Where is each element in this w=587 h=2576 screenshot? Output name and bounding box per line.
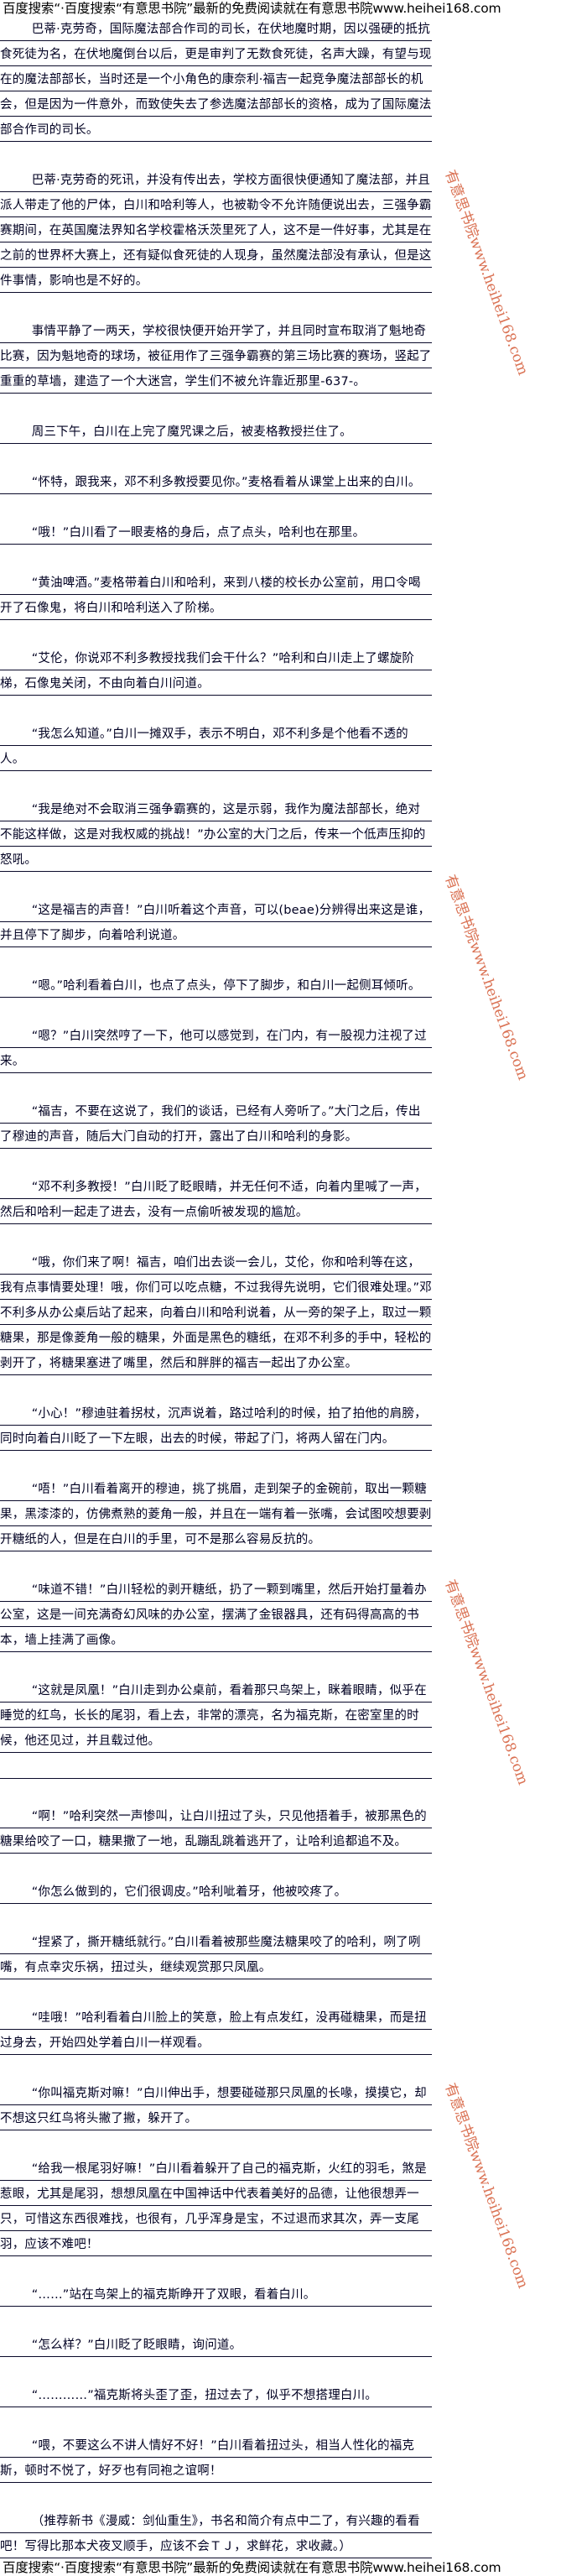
paragraph-text: “捏紧了，撕开糖纸就行。”白川看着被那些魔法糖果咬了的哈利，咧了咧嘴，有点幸灾乐… [0, 1936, 421, 1974]
paragraph-text: “唔！”白川看着离开的穆迪，挑了挑眉，走到架子的金碗前，取出一颗糖果，黑漆漆的，… [0, 1483, 432, 1546]
paragraph-text: “邓不利多教授！”白川眨了眨眼睛，并无任何不适，向着内里喊了一声，然后和哈利一起… [0, 1181, 427, 1219]
paragraph-text: “嗯。”哈利看着白川，也点了点头，停下了脚步，和白川一起侧耳倾听。 [31, 979, 421, 993]
paragraph-text: “我怎么知道。”白川一摊双手，表示不明白，邓不利多是个他看不透的人。 [0, 727, 408, 766]
paragraph-text: “这就是凤凰！”白川走到办公桌前，看着那只鸟架上，眯着眼睛，似乎在睡觉的红鸟，长… [0, 1684, 427, 1748]
paragraph: “你叫福克斯对嘛！”白川伸出手，想要碰碰那只凤凰的长喙，摸摸它，却不想这只红鸟将… [0, 2081, 432, 2131]
blank-ruled-line [0, 1754, 432, 1779]
paragraph: “……”站在鸟架上的福克斯睁开了双眼，看着白川。 [0, 2282, 432, 2307]
paragraph: 巴蒂·克劳奇的死讯，并没有传出去，学校方面很快便通知了魔法部，并且派人带走了他的… [0, 168, 432, 294]
paragraph-text: “你怎么做到的，它们很调皮。”哈利呲着牙，他被咬疼了。 [31, 1885, 347, 1899]
paragraph: “捏紧了，撕开糖纸就行。”白川看着被那些魔法糖果咬了的哈利，咧了咧嘴，有点幸灾乐… [0, 1930, 432, 1980]
paragraph: “福吉，不要在这说了，我们的谈话，已经有人旁听了。”大门之后，传出了穆迪的声音，… [0, 1099, 432, 1150]
paragraph: “给我一根尾羽好嘛！”白川看着躲开了自己的福克斯，火红的羽毛，煞是惹眼，尤其是尾… [0, 2156, 432, 2257]
paragraph-text: “哦！”白川看了一眼麦格的身后，点了点头，哈利也在那里。 [31, 526, 366, 540]
top-banner: 百度搜索“·百度搜索“有意思书院”最新的免费阅读就在有意思书院www.heihe… [3, 1, 501, 16]
paragraph-text: “喂，不要这么不讲人情好不好！”白川看着扭过头，相当人性化的福克斯，顿时不悦了，… [0, 2439, 415, 2478]
paragraph-text: “怎么样？”白川眨了眨眼睛，询问道。 [31, 2339, 242, 2352]
paragraph: “我是绝对不会取消三强争霸赛的，这是示弱，我作为魔法部部长，绝对不能这样做，这是… [0, 797, 432, 873]
paragraph: “哦，你们来了啊！福吉，咱们出去谈一会儿，艾伦，你和哈利等在这，我有点事情要处理… [0, 1250, 432, 1376]
paragraph: 事情平静了一两天，学校很快便开始开学了，并且同时宣布取消了魁地奇比赛，因为魁地奇… [0, 319, 432, 394]
paragraph-text: “哇哦！”哈利看着白川脸上的笑意，脸上有点发红，没再碰糖果，而是扭过身去，开始四… [0, 2011, 427, 2050]
paragraph: “小心！”穆迪驻着拐杖，沉声说着，路过哈利的时候，拍了拍他的肩膀，同时向着白川眨… [0, 1401, 432, 1452]
paragraph: “怀特，跟我来，邓不利多教授要见你。”麦格看着从课堂上出来的白川。 [0, 470, 432, 495]
paragraph: “怎么样？”白川眨了眨眼睛，询问道。 [0, 2333, 432, 2358]
paragraph: “邓不利多教授！”白川眨了眨眼睛，并无任何不适，向着内里喊了一声，然后和哈利一起… [0, 1175, 432, 1225]
paragraph-text: 巴蒂·克劳奇，国际魔法部合作司的司长，在伏地魔时期，因以强硬的抵抗食死徒为名，在… [0, 23, 432, 137]
paragraph: “艾伦，你说邓不利多教授找我们会干什么？”哈利和白川走上了螺旋阶梯，石像鬼关闭，… [0, 646, 432, 696]
paragraph: “唔！”白川看着离开的穆迪，挑了挑眉，走到架子的金碗前，取出一颗糖果，黑漆漆的，… [0, 1477, 432, 1552]
paragraph-text: “……”站在鸟架上的福克斯睁开了双眼，看着白川。 [31, 2288, 316, 2302]
paragraph-text: “艾伦，你说邓不利多教授找我们会干什么？”哈利和白川走上了螺旋阶梯，石像鬼关闭，… [0, 652, 415, 691]
paragraph-text: “你叫福克斯对嘛！”白川伸出手，想要碰碰那只凤凰的长喙，摸摸它，却不想这只红鸟将… [0, 2087, 427, 2125]
paragraph-text: “福吉，不要在这说了，我们的谈话，已经有人旁听了。”大门之后，传出了穆迪的声音，… [0, 1105, 421, 1144]
paragraph-text: 巴蒂·克劳奇的死讯，并没有传出去，学校方面很快便通知了魔法部，并且派人带走了他的… [0, 174, 432, 288]
paragraph-text: “哦，你们来了啊！福吉，咱们出去谈一会儿，艾伦，你和哈利等在这，我有点事情要处理… [0, 1256, 432, 1370]
paragraph-text: 周三下午，白川在上完了魔咒课之后，被麦格教授拦住了。 [31, 425, 352, 439]
paragraph: 周三下午，白川在上完了魔咒课之后，被麦格教授拦住了。 [0, 420, 432, 445]
paragraph: “黄油啤酒。”麦格带着白川和哈利，来到八楼的校长办公室前，用口令喝开了石像鬼，将… [0, 571, 432, 621]
paragraph: “这就是凤凰！”白川走到办公桌前，看着那只鸟架上，眯着眼睛，似乎在睡觉的红鸟，长… [0, 1678, 432, 1754]
paragraph: “我怎么知道。”白川一摊双手，表示不明白，邓不利多是个他看不透的人。 [0, 722, 432, 772]
paragraph-text: “我是绝对不会取消三强争霸赛的，这是示弱，我作为魔法部部长，绝对不能这样做，这是… [0, 803, 426, 867]
paragraph-text: “嗯？”白川突然哼了一下，他可以感觉到，在门内，有一股视力注视了过来。 [0, 1030, 427, 1068]
paragraph: “嗯。”哈利看着白川，也点了点头，停下了脚步，和白川一起侧耳倾听。 [0, 973, 432, 999]
paragraph-text: “啊！”哈利突然一声惨叫，让白川扭过了头，只见他捂着手，被那黑色的糖果给咬了一口… [0, 1810, 427, 1849]
paragraph-text: “小心！”穆迪驻着拐杖，沉声说着，路过哈利的时候，拍了拍他的肩膀，同时向着白川眨… [0, 1407, 427, 1446]
paragraph: “…………”福克斯将头歪了歪，扭过去了，似乎不想搭理白川。 [0, 2383, 432, 2408]
paragraph-text: “味道不错！”白川轻松的剥开糖纸，扔了一颗到嘴里，然后开始打量着办公室，这是一间… [0, 1583, 427, 1647]
paragraph: 巴蒂·克劳奇，国际魔法部合作司的司长，在伏地魔时期，因以强硬的抵抗食死徒为名，在… [0, 17, 432, 143]
paragraph-text: “黄油啤酒。”麦格带着白川和哈利，来到八楼的校长办公室前，用口令喝开了石像鬼，将… [0, 576, 421, 615]
paragraph-text: “这是福吉的声音！”白川听着这个声音，可以(beae)分辨得出来这是谁，并且停下… [0, 904, 431, 942]
paragraph: “喂，不要这么不讲人情好不好！”白川看着扭过头，相当人性化的福克斯，顿时不悦了，… [0, 2433, 432, 2484]
chapter-text: 巴蒂·克劳奇，国际魔法部合作司的司长，在伏地魔时期，因以强硬的抵抗食死徒为名，在… [0, 17, 579, 2559]
paragraph-text: “…………”福克斯将头歪了歪，扭过去了，似乎不想搭理白川。 [31, 2389, 378, 2402]
paragraph: “你怎么做到的，它们很调皮。”哈利呲着牙，他被咬疼了。 [0, 1880, 432, 1905]
paragraph-text: （推荐新书《漫威：剑仙重生》，书名和简介有点中二了，有兴趣的看看吧！写得比那本犬… [0, 2515, 420, 2553]
paragraph: “这是福吉的声音！”白川听着这个声音，可以(beae)分辨得出来这是谁，并且停下… [0, 898, 432, 948]
paragraph-text: “怀特，跟我来，邓不利多教授要见你。”麦格看着从课堂上出来的白川。 [31, 476, 421, 489]
paragraph: “味道不错！”白川轻松的剥开糖纸，扔了一颗到嘴里，然后开始打量着办公室，这是一间… [0, 1577, 432, 1653]
paragraph: “哇哦！”哈利看着白川脸上的笑意，脸上有点发红，没再碰糖果，而是扭过身去，开始四… [0, 2005, 432, 2056]
paragraph: （推荐新书《漫威：剑仙重生》，书名和简介有点中二了，有兴趣的看看吧！写得比那本犬… [0, 2509, 432, 2559]
paragraph: “哦！”白川看了一眼麦格的身后，点了点头，哈利也在那里。 [0, 520, 432, 545]
paragraph: “啊！”哈利突然一声惨叫，让白川扭过了头，只见他捂着手，被那黑色的糖果给咬了一口… [0, 1804, 432, 1854]
paragraph-text: 事情平静了一两天，学校很快便开始开学了，并且同时宣布取消了魁地奇比赛，因为魁地奇… [0, 325, 432, 388]
paragraph: “嗯？”白川突然哼了一下，他可以感觉到，在门内，有一股视力注视了过来。 [0, 1024, 432, 1074]
paragraph-text: “给我一根尾羽好嘛！”白川看着躲开了自己的福克斯，火红的羽毛，煞是惹眼，尤其是尾… [0, 2162, 427, 2251]
bottom-banner: 百度搜索“·百度搜索“有意思书院”最新的免费阅读就在有意思书院www.heihe… [3, 2560, 501, 2575]
